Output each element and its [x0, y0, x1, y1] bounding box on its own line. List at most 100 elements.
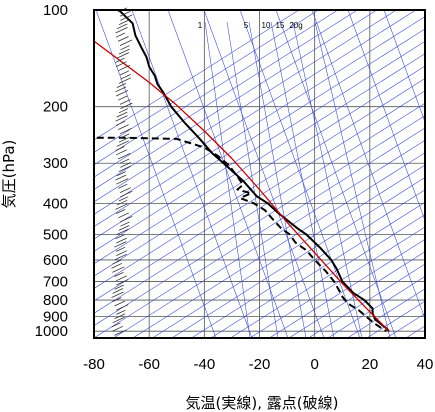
mixing-ratio-labels: 1 5 10 15 20g	[198, 21, 303, 30]
wind-barb	[114, 241, 127, 248]
dewpoint-line	[96, 136, 387, 333]
dry-adiabat-line	[95, 10, 217, 338]
isotherm-line	[94, 10, 319, 153]
mixing-ratio-line	[270, 21, 335, 338]
plot-frame	[93, 9, 426, 339]
isotherm-line	[132, 152, 425, 338]
wind-barb	[120, 102, 133, 109]
isotherm-line	[113, 139, 425, 338]
wind-barb	[118, 212, 129, 219]
wind-barb	[118, 153, 131, 160]
isotherm-line	[152, 164, 425, 338]
isotherm-line	[94, 102, 425, 314]
wind-barb	[116, 275, 127, 282]
y-tick-label: 700	[43, 273, 68, 290]
wind-barb	[118, 196, 129, 202]
wind-barb	[115, 203, 128, 210]
wind-barb	[114, 284, 124, 290]
wind-barb	[114, 300, 126, 307]
wind-barb	[120, 133, 130, 139]
dry-adiabat-line	[239, 10, 361, 338]
dry-adiabat-line	[311, 10, 425, 320]
y-tick-label: 500	[43, 227, 68, 244]
wind-barb	[118, 225, 130, 231]
mixing-ratio-label: 15	[276, 21, 285, 30]
wind-barb	[116, 250, 128, 256]
isotherm-line	[94, 10, 358, 178]
wind-barb	[115, 120, 126, 126]
wind-barb	[117, 36, 129, 42]
wind-barb	[119, 187, 131, 193]
wind-barb	[120, 221, 130, 227]
x-axis-title: 気温(実線), 露点(破線)	[186, 394, 339, 412]
wind-barb	[116, 178, 129, 185]
isotherm-line	[94, 53, 425, 265]
wind-barb	[116, 199, 128, 206]
wind-barb	[115, 246, 126, 252]
wind-barb	[114, 329, 127, 336]
isotherm-line	[94, 16, 425, 227]
isotherm-line	[405, 325, 425, 338]
x-tick-label: -40	[193, 356, 215, 373]
wind-barb	[115, 115, 128, 122]
dry-adiabat-line	[167, 10, 289, 338]
wind-barb	[116, 309, 126, 315]
wind-barb	[115, 32, 126, 38]
mixing-ratio-line	[226, 21, 279, 338]
wind-barb	[119, 216, 133, 223]
isotherm-line	[249, 226, 425, 338]
wind-barb	[119, 39, 133, 46]
wind-barb	[114, 272, 124, 277]
grid-lines	[93, 9, 426, 338]
x-tick-label: 20	[361, 356, 378, 373]
dry-adiabat-line	[131, 10, 253, 338]
y-tick-label: 400	[43, 195, 68, 212]
wind-barb	[118, 108, 129, 114]
wind-barb	[111, 291, 124, 298]
isotherm-line	[308, 263, 425, 338]
y-tick-label: 200	[43, 99, 68, 116]
wind-barb	[116, 111, 128, 118]
wind-barb	[115, 146, 125, 151]
wind-barb	[116, 279, 129, 286]
parcel-line	[94, 40, 390, 332]
wind-barb	[114, 253, 127, 261]
mixing-ratio-label: 1	[198, 21, 203, 30]
isotherm-line	[94, 10, 300, 141]
wind-barb	[111, 262, 123, 269]
mixing-ratio-line	[292, 21, 363, 338]
mixing-ratio-label: 10	[262, 21, 271, 30]
isotherm-line	[94, 10, 378, 190]
mixing-ratio-label: 20g	[289, 21, 302, 30]
wind-barb	[118, 77, 132, 84]
isotherm-line	[426, 8, 435, 338]
wind-barb	[119, 10, 131, 17]
wind-barb	[112, 259, 122, 265]
y-tick-label: 100	[43, 2, 68, 19]
x-tick-label: -20	[249, 356, 271, 373]
wind-barb	[116, 237, 127, 244]
wind-barb	[111, 322, 121, 328]
wind-barb	[115, 57, 125, 63]
x-tick-labels: -80 -60 -40 -20 0 20 40	[83, 356, 433, 373]
mixing-ratio-line	[314, 21, 391, 338]
mixing-ratio-label: 5	[244, 21, 249, 30]
wind-barb	[115, 61, 127, 67]
wind-barb	[120, 162, 132, 168]
y-tick-label: 1000	[35, 323, 68, 340]
wind-barb	[119, 99, 131, 105]
isotherm-line	[94, 28, 425, 240]
isotherm-line	[94, 90, 425, 302]
isotherm-line	[94, 127, 425, 338]
dry-adiabat-line	[347, 10, 425, 222]
x-tick-label: 0	[310, 356, 318, 373]
isotherm-line	[94, 78, 425, 289]
wind-barb	[115, 86, 127, 93]
wind-barb	[115, 174, 127, 181]
isotherm-line	[94, 115, 425, 326]
wind-barbs	[111, 7, 133, 336]
x-tick-label: -80	[83, 356, 105, 373]
dry-adiabat-line	[275, 10, 397, 338]
